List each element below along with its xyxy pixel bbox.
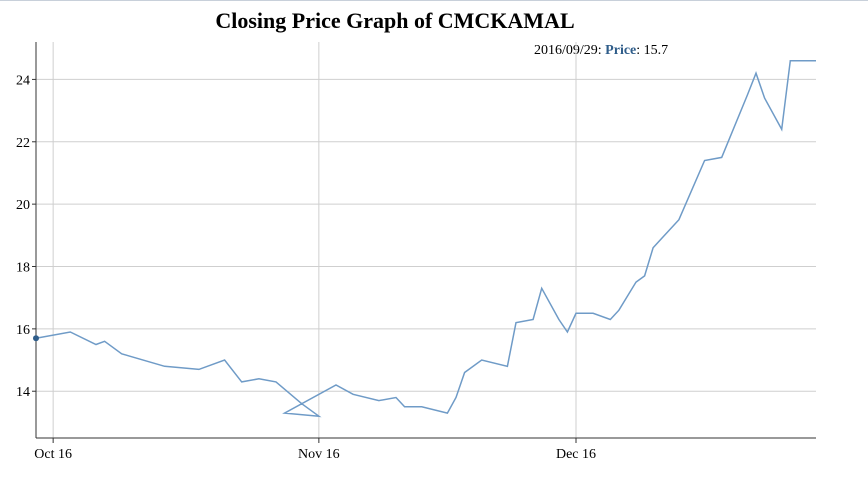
price-series-line[interactable]: [35, 59, 816, 418]
readout-date: 2016/09/29: [534, 43, 598, 58]
y-tick-label: 18: [16, 261, 30, 276]
readout-value: 15.7: [643, 43, 669, 58]
hover-point-marker: [33, 335, 39, 342]
y-tick-label: 20: [16, 198, 30, 213]
top-border: [0, 0, 868, 1]
y-tick-label: 24: [16, 73, 30, 88]
x-gridlines: [52, 42, 577, 438]
x-tick-label: Oct 16: [34, 447, 72, 462]
chart-title: Closing Price Graph of CMCKAMAL: [215, 8, 575, 33]
readout-series-label: Price: [605, 43, 637, 58]
x-tick-label: Nov 16: [298, 447, 340, 462]
y-tick-label: 16: [16, 323, 30, 338]
y-axis-ticks: 14 16 18 20 22 24: [16, 73, 36, 400]
hover-readout: 2016/09/29: Price: 15.7: [534, 43, 669, 58]
y-gridlines: [36, 78, 816, 392]
x-axis-ticks: Oct 16 Nov 16 Dec 16: [34, 438, 596, 462]
y-tick-label: 22: [16, 136, 30, 151]
y-tick-label: 14: [16, 385, 30, 400]
x-tick-label: Dec 16: [556, 447, 596, 462]
